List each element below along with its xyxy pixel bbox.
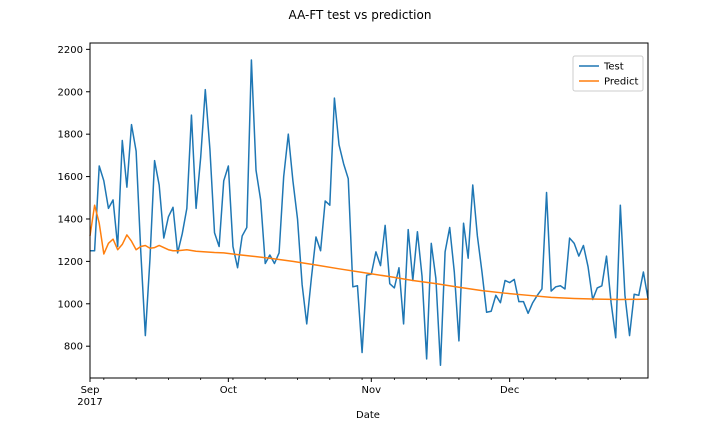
legend-label-predict: Predict [604, 77, 639, 88]
y-tick-label: 2000 [58, 87, 83, 98]
legend: Test Predict [572, 55, 644, 92]
y-tick-label: 1000 [58, 299, 83, 310]
plot-frame [89, 42, 649, 379]
legend-box [572, 55, 644, 92]
legend-label-test: Test [603, 62, 624, 73]
series-layer [89, 59, 649, 367]
series-line-predict [89, 204, 649, 301]
y-tick-label: 1400 [58, 214, 83, 225]
series-line-test [90, 59, 649, 367]
x-tick-label: Oct [220, 385, 237, 396]
y-tick-label: 1200 [58, 257, 83, 268]
x-tick-label: Nov [362, 385, 382, 396]
y-axis: 800 1000 1200 1400 1600 1800 2000 2200 [58, 45, 90, 353]
y-tick-label: 2200 [58, 45, 83, 56]
x-axis-title: Date [356, 410, 380, 421]
y-tick-label: 1600 [58, 172, 83, 183]
y-tick-label: 800 [64, 342, 83, 353]
y-tick-label: 1800 [58, 130, 83, 141]
x-tick-label: Sep [81, 385, 100, 396]
x-tick-sublabel: 2017 [77, 397, 102, 408]
x-tick-label: Dec [500, 385, 519, 396]
chart-title: AA-FT test vs prediction [289, 8, 432, 22]
